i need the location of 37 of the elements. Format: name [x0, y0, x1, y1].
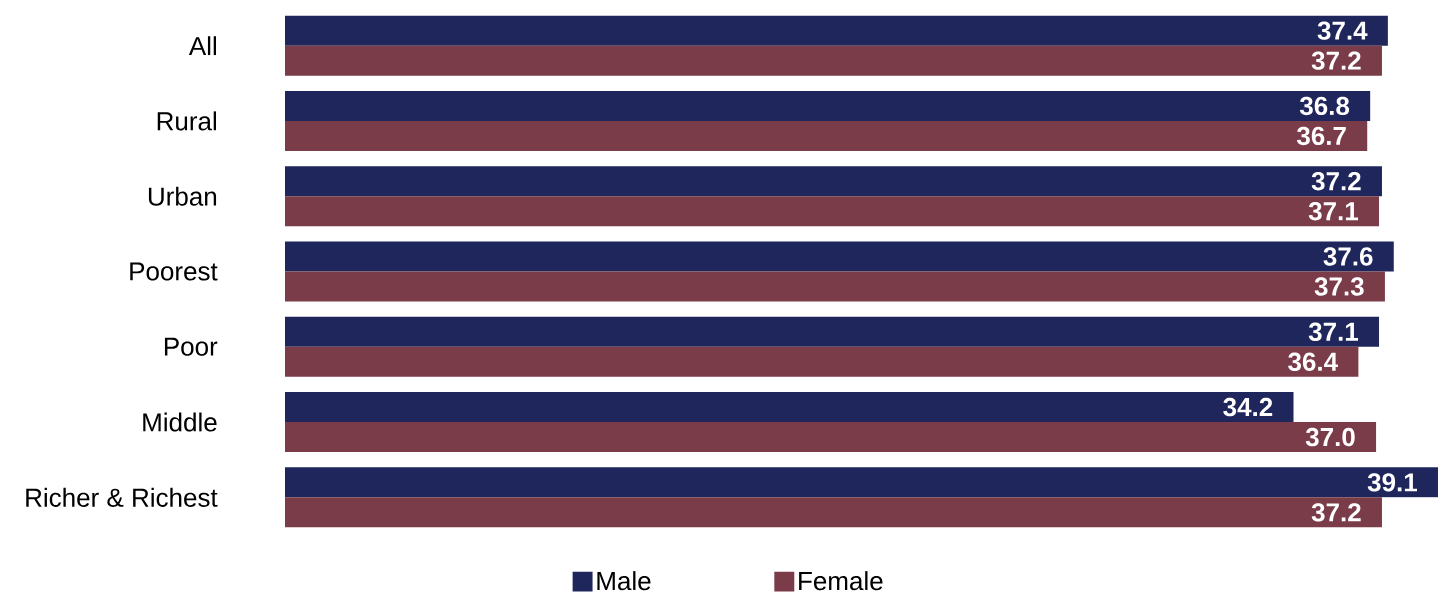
- y-tick-label: Middle: [143, 412, 217, 432]
- y-tick-label: All: [188, 36, 216, 56]
- bar: [285, 271, 1385, 302]
- data-label: 37.0: [1305, 427, 1355, 447]
- data-label: 39.1: [1367, 473, 1418, 492]
- bar: [285, 196, 1380, 227]
- bar: [285, 497, 1382, 528]
- data-label: 37.6: [1323, 247, 1373, 266]
- bar: [285, 392, 1294, 423]
- data-label: 36.7: [1296, 126, 1346, 146]
- y-tick-label: Rural: [157, 111, 216, 131]
- y-tick-label: Poor: [164, 337, 218, 356]
- bar: [285, 467, 1438, 498]
- y-tick-label: Richer & Richest: [26, 487, 218, 507]
- bar: [285, 120, 1368, 151]
- bar: [285, 346, 1359, 377]
- data-label: 37.1: [1308, 201, 1359, 221]
- bar: [285, 90, 1371, 121]
- y-tick-label: Urban: [148, 186, 217, 206]
- legend-label: Female: [799, 571, 883, 591]
- data-label: 37.2: [1311, 503, 1361, 522]
- data-label: 37.3: [1314, 277, 1364, 296]
- data-label: 36.8: [1299, 96, 1350, 116]
- data-label: 34.2: [1223, 397, 1273, 417]
- y-tick-label: Poorest: [130, 262, 218, 281]
- bar: [285, 45, 1382, 76]
- data-label: 37.1: [1308, 322, 1359, 342]
- bar: [285, 316, 1380, 347]
- data-label: 36.4: [1288, 352, 1338, 372]
- bar: [285, 241, 1394, 272]
- bar: [285, 422, 1377, 453]
- bar: [285, 166, 1382, 197]
- data-label: 37.4: [1317, 21, 1368, 40]
- data-label: 37.2: [1311, 51, 1361, 70]
- data-label: 37.2: [1311, 172, 1361, 191]
- bar: [285, 15, 1388, 46]
- legend-label: Male: [597, 571, 651, 591]
